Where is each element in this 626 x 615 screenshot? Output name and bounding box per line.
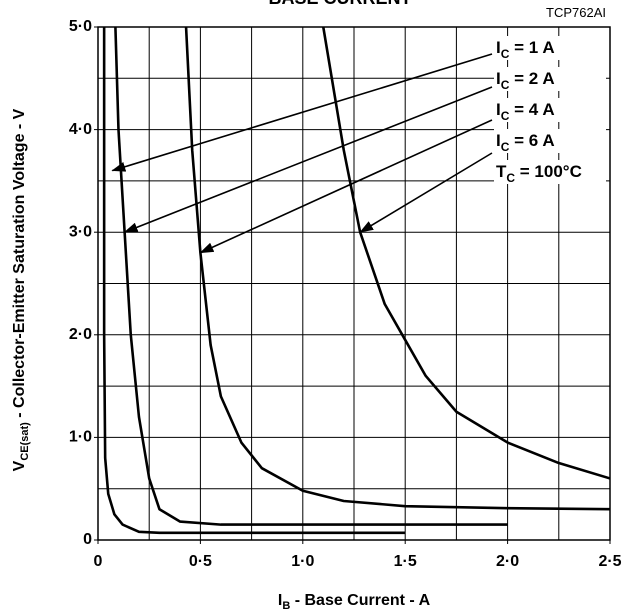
annotation-label: IC = 4 A xyxy=(496,100,555,123)
annotation-label: IC = 2 A xyxy=(496,69,555,92)
subscript: C xyxy=(501,47,510,61)
symbol: I xyxy=(496,38,501,57)
subscript: B xyxy=(282,600,290,612)
annotation-label: TC = 100°C xyxy=(496,162,582,185)
curve xyxy=(321,26,611,480)
curve xyxy=(102,27,406,535)
symbol: I xyxy=(496,131,501,150)
figure-code: TCP762AI xyxy=(546,5,606,20)
y-tick-label: 2·0 xyxy=(69,326,92,343)
x-tick-label: 1·0 xyxy=(291,553,314,570)
annotation-bg xyxy=(494,36,606,60)
annotation-arrow xyxy=(111,53,493,172)
annotation-bg xyxy=(494,67,606,91)
y-axis-label: VCE(sat) - Collector-Emitter Saturation … xyxy=(11,108,31,471)
subscript: C xyxy=(506,171,515,185)
plot-frame xyxy=(97,26,611,541)
y-tick-label: 1·0 xyxy=(69,429,92,446)
x-tick-label: 2·0 xyxy=(496,553,519,570)
annotation-arrow xyxy=(359,152,493,233)
symbol: T xyxy=(496,162,507,181)
symbol: I xyxy=(496,100,501,119)
text: - Collector-Emitter Saturation Voltage -… xyxy=(11,108,28,422)
x-tick-label: 0·5 xyxy=(189,553,212,570)
x-axis-label: IB - Base Current - A xyxy=(278,592,431,612)
text: = 2 A xyxy=(509,69,554,88)
annotation-bg xyxy=(494,98,606,122)
x-tick-label: 0 xyxy=(94,553,103,570)
text: = 6 A xyxy=(509,131,554,150)
annotation-arrow xyxy=(199,119,493,254)
subscript: C xyxy=(501,140,510,154)
curve xyxy=(184,26,611,511)
y-tick-label: 5·0 xyxy=(69,18,92,35)
text: = 100°C xyxy=(515,162,582,181)
annotation-label: IC = 6 A xyxy=(496,131,555,154)
text: = 4 A xyxy=(509,100,554,119)
symbol: I xyxy=(496,69,501,88)
symbol: V xyxy=(11,460,28,471)
text: - Base Current - A xyxy=(290,592,430,609)
y-tick-label: 0 xyxy=(83,531,92,548)
subscript: C xyxy=(501,78,510,92)
annotation-label: IC = 1 A xyxy=(496,38,555,61)
annotation-arrow xyxy=(123,86,493,233)
curve xyxy=(114,26,508,526)
x-tick-label: 2·5 xyxy=(598,553,621,570)
y-tick-label: 3·0 xyxy=(69,223,92,240)
annotation-bg xyxy=(494,129,606,153)
symbol: I xyxy=(278,592,282,609)
chart-title: BASE CURRENT xyxy=(268,0,411,8)
x-tick-label: 1·5 xyxy=(394,553,417,570)
text: = 1 A xyxy=(509,38,554,57)
subscript: C xyxy=(501,109,510,123)
annotation-bg xyxy=(494,160,606,184)
subscript: CE(sat) xyxy=(19,422,31,461)
y-tick-label: 4·0 xyxy=(69,121,92,138)
